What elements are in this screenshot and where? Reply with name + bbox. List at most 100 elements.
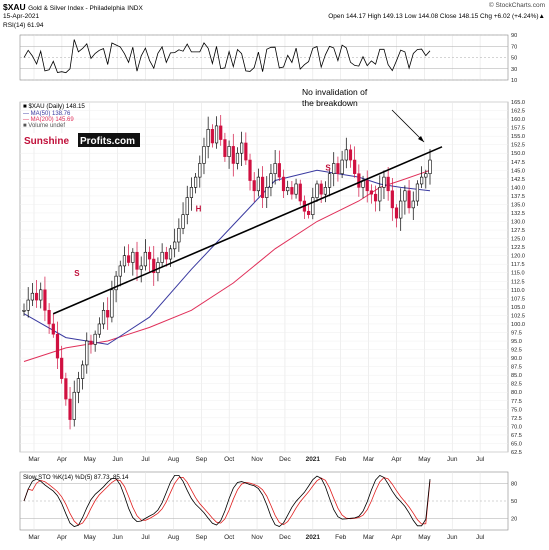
candle-body	[22, 309, 26, 312]
candle-body	[420, 176, 424, 185]
candle-body	[294, 183, 298, 195]
price-tick-label: 70.0	[511, 424, 522, 430]
sto-k-line	[23, 475, 431, 527]
price-tick-label: 72.5	[511, 416, 522, 422]
candle-body	[43, 289, 47, 311]
candle-body	[139, 265, 143, 270]
candle-body	[332, 163, 336, 175]
month-tick-label: Apr	[57, 456, 68, 463]
month-tick-label: Feb	[335, 456, 347, 463]
quote-line: Open 144.17 High 149.13 Low 144.08 Close…	[328, 13, 545, 20]
candle-body	[399, 200, 403, 219]
candle-body	[378, 187, 382, 202]
candle-body	[189, 187, 194, 198]
candle-body	[97, 323, 101, 335]
logo-profits: Profits.com	[80, 136, 135, 147]
month-tick-label: Sep	[196, 534, 208, 541]
logo-box-right	[78, 133, 140, 147]
candle-body	[298, 183, 302, 202]
price-tick-label: 105.0	[511, 305, 525, 311]
rsi-panel: 90 70 50 30 10	[19, 33, 517, 84]
candle-body	[122, 255, 127, 267]
price-tick-label: 110.0	[511, 288, 525, 294]
month-tick-label: Mar	[28, 456, 40, 463]
sto-tick-label: 80	[511, 482, 517, 488]
candle-body	[240, 142, 244, 154]
price-tick-label: 75.0	[511, 407, 522, 413]
candle-body	[290, 187, 294, 195]
candle-body	[382, 176, 386, 188]
candle-body	[164, 251, 168, 260]
month-tick-label: Apr	[57, 534, 68, 541]
month-tick-label: Sep	[196, 456, 208, 463]
month-tick-label: May	[418, 534, 431, 541]
candle-body	[198, 163, 202, 178]
price-tick-label: 112.5	[511, 279, 525, 285]
logo-sunshine: Sunshine	[24, 136, 69, 147]
legend-ma50: — MA(50) 138.76	[23, 111, 71, 117]
price-tick-label: 140.0	[511, 185, 525, 191]
price-tick-label: 65.0	[511, 441, 522, 447]
price-tick-label: 77.5	[511, 399, 522, 405]
candle-body	[265, 187, 269, 198]
candle-body	[131, 251, 135, 263]
month-tick-label: Apr	[391, 456, 402, 463]
source-credit: © StockCharts.com	[488, 2, 545, 9]
legend-ma200: — MA(200) 145.69	[23, 117, 74, 123]
price-tick-label: 102.5	[511, 313, 525, 319]
candle-body	[286, 187, 290, 192]
candle-body	[26, 299, 30, 311]
candle-body	[34, 292, 39, 301]
candle-body	[348, 149, 353, 161]
candle-body	[160, 251, 164, 263]
month-tick-label: Apr	[391, 534, 402, 541]
month-tick-label: Mar	[363, 456, 375, 463]
logo-box-left	[22, 133, 78, 147]
month-tick-label: Jul	[476, 456, 485, 463]
rsi-tick-label: 10	[511, 78, 517, 84]
price-tick-label: 162.5	[511, 109, 525, 115]
price-tick-label: 155.0	[511, 134, 525, 140]
month-tick-label: Feb	[335, 534, 347, 541]
candle-body	[386, 176, 390, 192]
candle-body	[39, 289, 43, 301]
candle-body	[101, 309, 106, 325]
price-tick-label: 67.5	[511, 433, 522, 439]
candle-body	[344, 149, 348, 161]
candle-body	[80, 364, 85, 379]
month-tick-label: May	[418, 456, 431, 463]
month-tick-label: Aug	[168, 534, 180, 541]
month-tick-label: Jun	[112, 534, 123, 541]
candle-body	[202, 146, 206, 164]
price-tick-label: 147.5	[511, 160, 525, 166]
price-tick-label: 145.0	[511, 168, 525, 174]
candle-body	[223, 139, 227, 157]
price-tick-label: 130.0	[511, 220, 525, 226]
candle-body	[152, 258, 156, 274]
candle-body	[110, 289, 114, 318]
candle-body	[256, 176, 260, 192]
sto-tick-label: 50	[511, 499, 517, 505]
candle-body	[177, 228, 181, 243]
price-tick-label: 125.0	[511, 237, 525, 243]
month-tick-label: Dec	[279, 534, 291, 541]
price-tick-label: 142.5	[511, 177, 525, 183]
candle-body	[248, 159, 252, 181]
candle-body	[147, 251, 152, 260]
candle-body	[273, 163, 277, 175]
candle-body	[219, 125, 223, 140]
candle-body	[173, 241, 177, 250]
candle-body	[106, 309, 110, 318]
month-tick-label: May	[84, 456, 97, 463]
candle-body	[60, 357, 64, 379]
legend-volume: ■ Volume undef	[23, 123, 65, 129]
candle-body	[51, 323, 55, 335]
price-panel: Mar Apr May Jun Jul Aug Sep Oct Nov Dec 2021 Feb Mar…	[19, 87, 525, 463]
candle-body	[68, 398, 72, 420]
candle-body	[269, 173, 273, 188]
pattern-label-left-shoulder: S	[74, 269, 80, 278]
month-tick-label: 2021	[306, 456, 321, 463]
sto-d-line	[23, 476, 431, 526]
month-tick-label: Jul	[141, 456, 150, 463]
candle-body	[55, 333, 60, 359]
